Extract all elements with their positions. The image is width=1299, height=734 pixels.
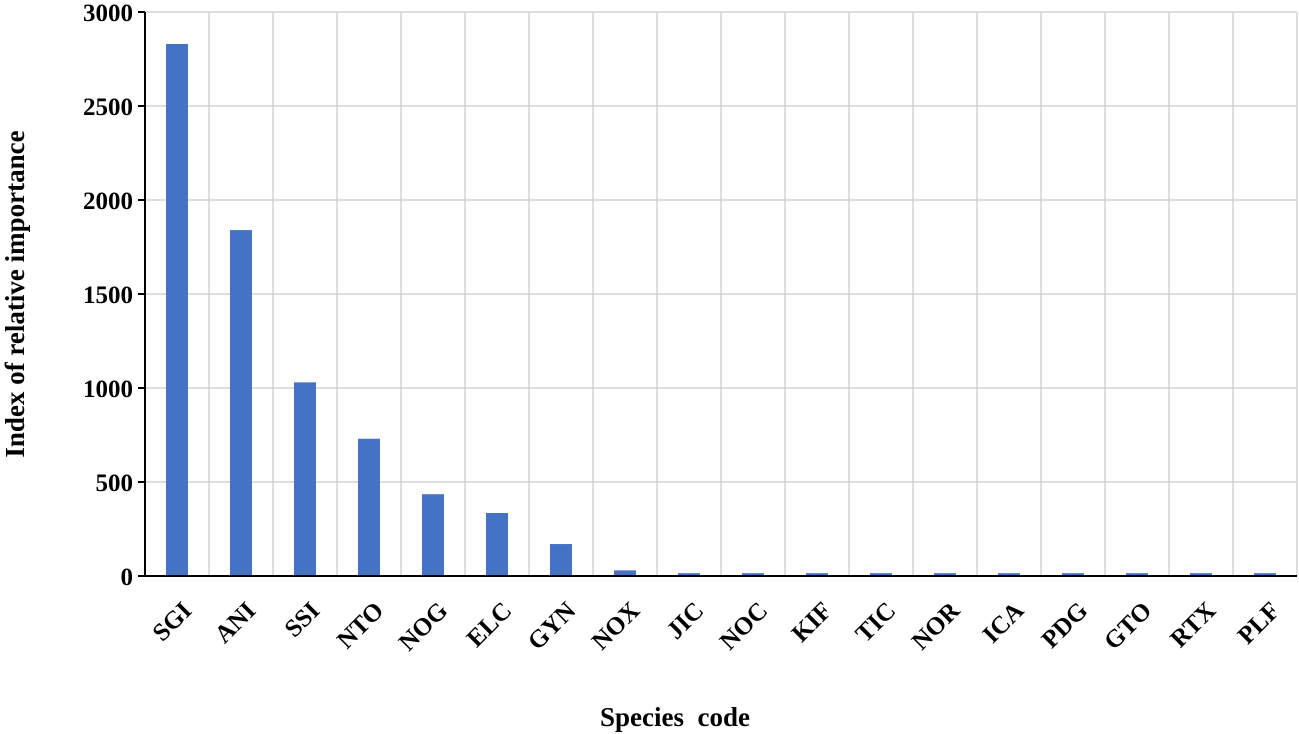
x-tick-label: SSI: [280, 597, 326, 643]
bars: [166, 43, 1276, 576]
bar-nto: [358, 438, 380, 576]
x-tick-label: RTX: [1165, 597, 1221, 653]
bar-kif: [806, 573, 828, 576]
y-tick-label: 2000: [83, 188, 133, 215]
y-tick-label: 3000: [83, 0, 133, 27]
bar-sgi: [166, 43, 188, 576]
bar-jic: [678, 573, 700, 576]
bar-elc: [486, 513, 508, 576]
x-tick-label: GTO: [1099, 597, 1157, 655]
x-tick-label: NOG: [394, 597, 453, 656]
x-tick-label: ANI: [210, 597, 262, 649]
x-tick-label: ELC: [462, 597, 517, 652]
axes: [138, 11, 1297, 577]
x-tick-label: NOR: [907, 596, 966, 655]
y-tick-label: 1500: [83, 282, 133, 309]
bar-tic: [870, 573, 892, 576]
x-tick-label: KIF: [787, 597, 838, 648]
x-tick-label: GYN: [523, 597, 581, 655]
bar-ica: [998, 573, 1020, 576]
bar-nox: [614, 570, 636, 576]
bar-rtx: [1190, 573, 1212, 576]
y-tick-label: 500: [96, 470, 134, 497]
x-tick-label: ICA: [978, 597, 1030, 649]
gridlines: [145, 11, 1298, 576]
bar-gyn: [550, 544, 572, 576]
x-tick-label: PLF: [1233, 597, 1285, 649]
bar-nog: [422, 494, 444, 576]
bar-gto: [1126, 573, 1148, 576]
y-axis-title: Index of relative importance: [0, 130, 30, 457]
y-tick-label: 1000: [83, 376, 133, 403]
x-tick-label: TIC: [851, 597, 902, 648]
x-tick-label: NOC: [715, 597, 773, 655]
x-tick-label: NTO: [332, 597, 389, 654]
bar-ani: [230, 230, 252, 576]
x-axis-title: Species code: [600, 702, 750, 732]
x-tick-label: NOX: [587, 597, 645, 655]
bar-ssi: [294, 382, 316, 576]
x-tick-label: JIC: [662, 597, 710, 645]
bar-nor: [934, 573, 956, 576]
x-tick-label: SGI: [148, 597, 198, 647]
x-tick-label: PDG: [1037, 597, 1093, 653]
y-tick-label: 0: [121, 564, 134, 591]
bar-pdg: [1062, 573, 1084, 576]
y-tick-label: 2500: [83, 94, 133, 121]
bar-plf: [1254, 573, 1276, 576]
bar-noc: [742, 573, 764, 576]
